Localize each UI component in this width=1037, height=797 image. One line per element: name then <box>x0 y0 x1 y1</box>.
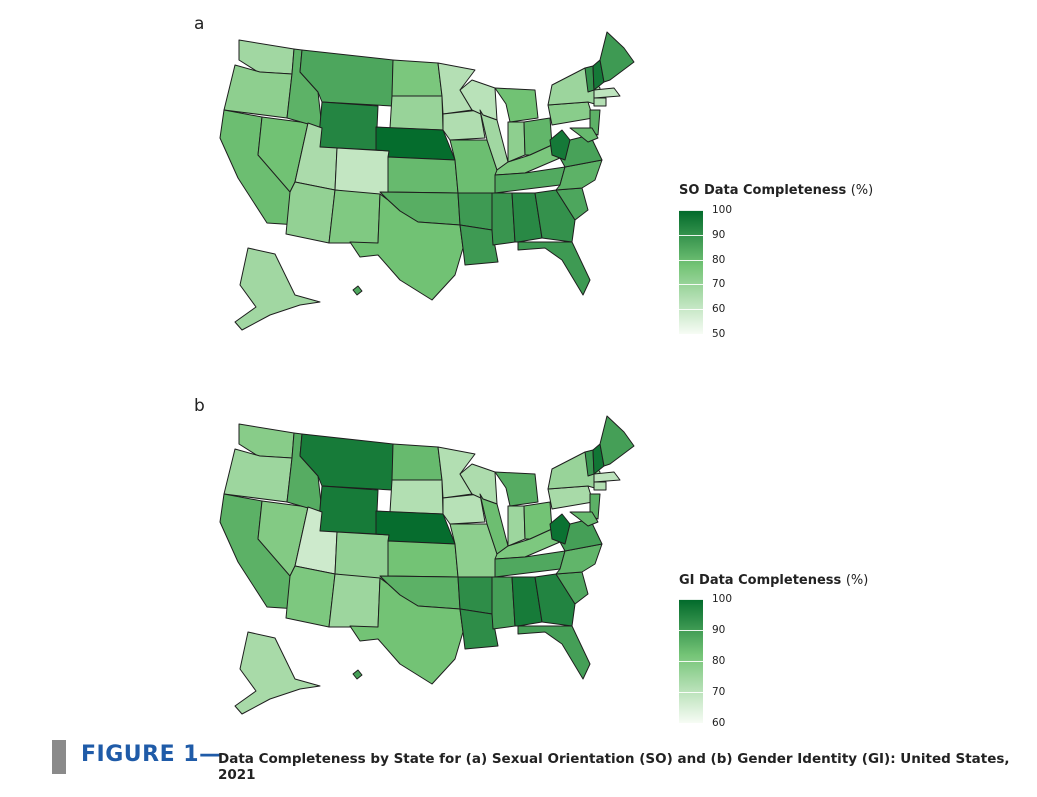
us-choropleth-map <box>219 415 635 715</box>
map-panel-a: a SO Data Completeness (%) 100 90 80 70 60 50 <box>0 0 1037 380</box>
caption-accent-bar <box>52 740 66 774</box>
state-me <box>599 415 635 467</box>
state-mi <box>494 471 539 507</box>
state-co <box>334 147 390 198</box>
legend-tick-label: 60 <box>712 303 726 316</box>
state-fl <box>517 241 591 296</box>
state-wv <box>549 513 571 545</box>
state-md <box>569 511 599 527</box>
state-al <box>511 576 543 627</box>
state-az <box>285 181 336 244</box>
state-sd <box>389 479 444 515</box>
state-or <box>223 448 293 503</box>
state-la <box>459 608 499 650</box>
legend-tick-label: 90 <box>712 624 726 636</box>
state-ga <box>534 189 576 243</box>
state-in <box>507 505 526 547</box>
state-wy <box>317 485 379 535</box>
legend-tick-label: 80 <box>712 655 726 667</box>
state-pa <box>547 101 594 126</box>
state-ia <box>442 493 486 525</box>
state-ct <box>593 97 607 107</box>
legend-title: GI Data Completeness (%) <box>679 573 869 588</box>
legend-tick <box>679 723 703 724</box>
legend-tick-label: 90 <box>712 228 726 241</box>
legend-tick-label: 100 <box>712 204 733 216</box>
state-ne <box>375 510 456 545</box>
state-al <box>511 192 543 243</box>
state-co <box>334 531 390 582</box>
legend-tick-label: 70 <box>712 686 726 698</box>
state-ak <box>234 247 321 331</box>
state-ne <box>375 126 456 161</box>
legend-tick <box>679 259 703 261</box>
panel-label: b <box>194 396 205 416</box>
state-ga <box>534 573 576 627</box>
state-wv <box>549 129 571 161</box>
us-choropleth-map <box>219 31 635 331</box>
legend-tick <box>679 234 703 236</box>
state-nm <box>328 189 381 244</box>
state-nd <box>391 443 443 481</box>
state-tx <box>349 193 464 301</box>
state-hi <box>352 669 363 680</box>
state-ks <box>387 540 459 578</box>
state-wy <box>317 101 379 151</box>
legend-tick <box>679 692 703 693</box>
legend-tick <box>679 630 703 631</box>
legend-tick <box>679 309 703 311</box>
state-fl <box>517 625 591 680</box>
legend-tick <box>679 284 703 286</box>
state-in <box>507 121 526 163</box>
legend-color-bar <box>679 210 703 334</box>
legend-tick-label: 100 <box>712 593 733 605</box>
state-ar <box>457 576 496 615</box>
state-sd <box>389 95 444 131</box>
state-md <box>569 127 599 143</box>
state-ms <box>491 192 516 246</box>
legend-title: SO Data Completeness (%) <box>679 183 874 198</box>
legend-tick-label: 80 <box>712 253 726 266</box>
state-ia <box>442 109 486 141</box>
legend-tick <box>679 210 703 211</box>
legend-tick <box>679 334 703 335</box>
state-ks <box>387 156 459 194</box>
state-or <box>223 64 293 119</box>
state-ms <box>491 576 516 630</box>
state-hi <box>352 285 363 296</box>
map-panel-b: b GI Data Completeness (%) 100 90 80 70 60 <box>0 392 1037 737</box>
legend-tick-label: 70 <box>712 278 726 291</box>
state-nm <box>328 573 381 628</box>
panel-label: a <box>194 14 205 34</box>
state-pa <box>547 485 594 510</box>
state-tx <box>349 577 464 685</box>
state-ma <box>593 87 621 99</box>
state-me <box>599 31 635 83</box>
state-la <box>459 224 499 266</box>
figure-caption: FIGURE 1— Data Completeness by State for… <box>52 738 1012 783</box>
legend-tick-label: 60 <box>712 717 726 729</box>
caption-text: Data Completeness by State for (a) Sexua… <box>218 751 1010 783</box>
state-mi <box>494 87 539 123</box>
legend-tick-label: 50 <box>712 328 726 340</box>
legend-tick <box>679 599 703 600</box>
state-ct <box>593 481 607 491</box>
state-az <box>285 565 336 628</box>
state-nd <box>391 59 443 97</box>
state-ma <box>593 471 621 483</box>
state-ak <box>234 631 321 715</box>
legend-tick <box>679 661 703 662</box>
state-ar <box>457 192 496 231</box>
figure-label: FIGURE 1— <box>81 742 222 767</box>
